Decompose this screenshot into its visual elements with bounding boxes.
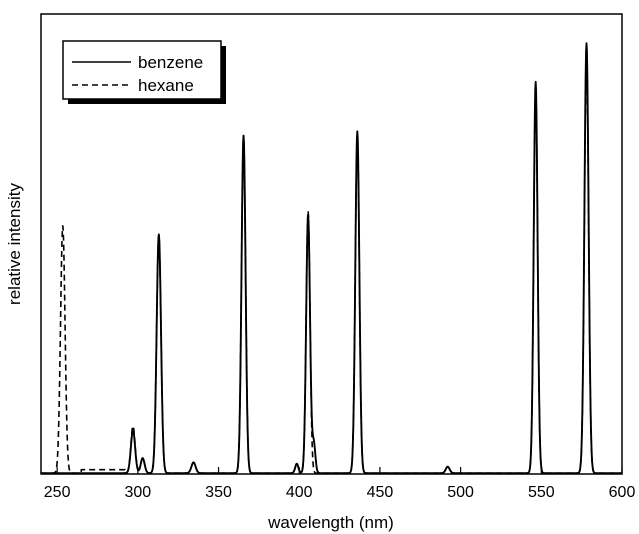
x-tick-label: 550 <box>528 484 555 501</box>
legend-label-hexane: hexane <box>138 76 194 95</box>
x-axis-title: wavelength (nm) <box>267 513 394 532</box>
x-tick-label: 600 <box>609 484 636 501</box>
x-ticks: 250 300 350 400 450 500 550 600 <box>44 467 636 501</box>
legend-label-benzene: benzene <box>138 53 203 72</box>
legend: benzene hexane <box>62 40 226 104</box>
y-axis-title: relative intensity <box>5 183 24 305</box>
legend-box <box>62 40 222 100</box>
series-line-benzene <box>40 42 623 475</box>
x-tick-label: 450 <box>367 484 394 501</box>
x-tick-label: 250 <box>44 484 71 501</box>
series-layer <box>40 42 623 475</box>
x-tick-label: 350 <box>205 484 232 501</box>
x-tick-label: 500 <box>447 484 474 501</box>
x-tick-label: 300 <box>124 484 151 501</box>
x-tick-label: 400 <box>286 484 313 501</box>
